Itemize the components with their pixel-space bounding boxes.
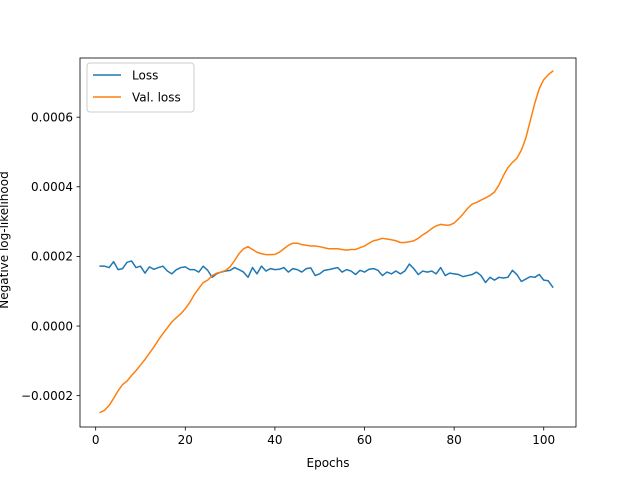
x-tick-label: 0 <box>92 433 100 447</box>
axes-layer <box>79 57 577 428</box>
y-tick-label: 0.0006 <box>31 110 73 124</box>
y-tick-label: −0.0002 <box>21 389 73 403</box>
series-layer <box>99 70 554 414</box>
x-tick-label: 100 <box>532 433 555 447</box>
y-tick-label: 0.0004 <box>31 180 73 194</box>
series-line-loss <box>99 260 554 289</box>
x-tick-label: 40 <box>267 433 282 447</box>
x-axis-label: Epochs <box>307 456 350 470</box>
x-tick-label: 20 <box>178 433 193 447</box>
y-tick-label: 0.0000 <box>31 319 73 333</box>
x-tick-label: 60 <box>357 433 372 447</box>
ticks-layer: 0 20 40 60 80 100 −0.0002 0.0000 0.0002 0.0004 0.0… <box>21 110 555 447</box>
series-line-val-loss <box>99 70 554 414</box>
plot-frame <box>79 57 577 428</box>
y-axis-label: Negative log-likelihood <box>0 171 11 308</box>
y-tick-label: 0.0002 <box>31 250 73 264</box>
legend-label-loss: Loss <box>132 69 158 83</box>
x-tick-label: 80 <box>446 433 461 447</box>
legend-label-val-loss: Val. loss <box>132 91 181 105</box>
legend: Loss Val. loss <box>86 62 195 113</box>
